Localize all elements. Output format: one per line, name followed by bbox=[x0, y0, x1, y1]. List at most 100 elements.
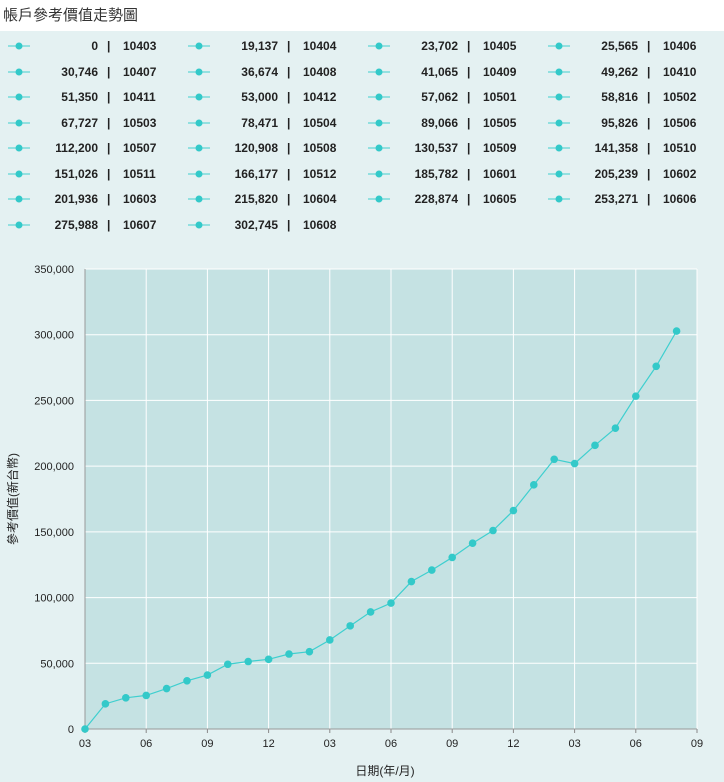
legend-item[interactable]: 166,177 | 10512 bbox=[180, 164, 360, 184]
data-point bbox=[305, 647, 314, 656]
legend-date: 10505 bbox=[483, 115, 517, 130]
legend-date: 10409 bbox=[483, 64, 517, 79]
legend-item[interactable]: 78,471 | 10504 bbox=[180, 113, 360, 133]
legend-separator: | bbox=[107, 115, 111, 130]
legend-item[interactable]: 112,200 | 10507 bbox=[0, 138, 180, 158]
legend-separator: | bbox=[107, 141, 111, 155]
legend-marker-icon bbox=[548, 144, 570, 152]
legend-value: 67,727 bbox=[61, 115, 98, 130]
data-point bbox=[346, 622, 355, 630]
legend-date: 10602 bbox=[663, 166, 697, 181]
legend-separator: | bbox=[287, 39, 291, 53]
legend-date: 10408 bbox=[303, 64, 337, 79]
chart-title: 帳戶參考價值走勢圖 bbox=[3, 7, 139, 24]
legend-value: 130,537 bbox=[414, 141, 458, 155]
legend-item[interactable]: 205,239 | 10602 bbox=[540, 164, 720, 184]
data-point bbox=[448, 553, 457, 562]
legend-item[interactable]: 275,988 | 10607 bbox=[0, 215, 180, 235]
legend-item[interactable]: 215,820 | 10604 bbox=[180, 189, 360, 209]
legend-separator: | bbox=[287, 217, 291, 232]
data-point bbox=[264, 655, 273, 664]
x-tick-label: 03 bbox=[79, 738, 91, 750]
legend-separator: | bbox=[647, 64, 651, 79]
legend-item[interactable]: 25,565 | 10406 bbox=[540, 36, 720, 56]
x-tick-label: 03 bbox=[324, 738, 336, 750]
legend-value: 19,137 bbox=[241, 39, 278, 53]
legend-marker-icon bbox=[368, 93, 390, 101]
legend-item[interactable]: 19,137 | 10404 bbox=[180, 36, 360, 56]
legend-marker-icon bbox=[368, 68, 390, 75]
legend-separator: | bbox=[467, 64, 471, 79]
legend-item[interactable]: 67,727 | 10503 bbox=[0, 113, 180, 133]
data-point bbox=[407, 577, 416, 586]
legend-item[interactable]: 201,936 | 10603 bbox=[0, 189, 180, 209]
legend-marker-icon bbox=[188, 170, 210, 177]
legend-value: 78,471 bbox=[241, 115, 278, 130]
legend-marker-icon bbox=[8, 42, 30, 50]
legend-marker-icon bbox=[548, 170, 570, 177]
legend-item[interactable]: 49,262 | 10410 bbox=[540, 62, 720, 82]
x-tick-label: 12 bbox=[507, 738, 519, 750]
legend-date: 10501 bbox=[483, 90, 517, 104]
legend-item[interactable]: 36,674 | 10408 bbox=[180, 62, 360, 82]
legend-item[interactable]: 0 | 10403 bbox=[0, 36, 180, 56]
legend-value: 30,746 bbox=[61, 64, 98, 79]
legend-item[interactable]: 302,745 | 10608 bbox=[180, 215, 360, 235]
legend-item[interactable]: 41,065 | 10409 bbox=[360, 62, 540, 82]
legend-date: 10506 bbox=[663, 115, 697, 130]
legend-item[interactable]: 89,066 | 10505 bbox=[360, 113, 540, 133]
data-point bbox=[101, 700, 110, 708]
y-tick-label: 100,000 bbox=[34, 593, 74, 605]
data-point bbox=[162, 684, 171, 693]
legend-separator: | bbox=[287, 166, 291, 181]
data-point bbox=[285, 650, 293, 658]
y-axis-title: 參考價值(新台幣) bbox=[5, 453, 20, 545]
legend-item[interactable]: 95,826 | 10506 bbox=[540, 113, 720, 133]
x-tick-label: 06 bbox=[385, 738, 397, 750]
data-point bbox=[489, 526, 497, 535]
legend-value: 120,908 bbox=[234, 141, 278, 155]
legend-item[interactable]: 30,746 | 10407 bbox=[0, 62, 180, 82]
legend-separator: | bbox=[647, 166, 651, 181]
legend-date: 10603 bbox=[123, 192, 157, 206]
legend-value: 95,826 bbox=[601, 115, 638, 130]
chart-panel: 0 | 10403 19,137 | 10404 23,702 | 10405 25,565 | 10… bbox=[0, 31, 724, 782]
legend-separator: | bbox=[467, 39, 471, 53]
legend-separator: | bbox=[107, 64, 111, 79]
legend-item[interactable]: 120,908 | 10508 bbox=[180, 138, 360, 158]
data-point bbox=[203, 671, 212, 679]
data-point bbox=[81, 725, 89, 733]
legend-item[interactable]: 141,358 | 10510 bbox=[540, 138, 720, 158]
legend-item[interactable]: 23,702 | 10405 bbox=[360, 36, 540, 56]
legend-date: 10404 bbox=[303, 39, 337, 53]
legend-value: 51,350 bbox=[61, 90, 98, 104]
legend-item[interactable]: 253,271 | 10606 bbox=[540, 189, 720, 209]
legend-item[interactable]: 58,816 | 10502 bbox=[540, 87, 720, 107]
legend-marker-icon bbox=[548, 42, 570, 50]
legend-marker-icon bbox=[548, 68, 570, 75]
legend-marker-icon bbox=[8, 221, 30, 228]
data-point bbox=[244, 657, 252, 666]
legend-item[interactable]: 51,350 | 10411 bbox=[0, 87, 180, 107]
legend-item[interactable]: 151,026 | 10511 bbox=[0, 164, 180, 184]
legend-separator: | bbox=[107, 90, 111, 104]
data-point bbox=[468, 539, 477, 548]
data-point bbox=[366, 608, 375, 616]
legend-item[interactable]: 185,782 | 10601 bbox=[360, 164, 540, 184]
legend-value: 215,820 bbox=[234, 192, 278, 206]
data-point bbox=[632, 392, 640, 400]
legend-item[interactable]: 228,874 | 10605 bbox=[360, 189, 540, 209]
legend-item[interactable]: 57,062 | 10501 bbox=[360, 87, 540, 107]
data-point bbox=[224, 660, 232, 669]
legend-marker-icon bbox=[188, 221, 210, 228]
legend-separator: | bbox=[467, 192, 471, 206]
data-point bbox=[122, 694, 130, 702]
legend-value: 36,674 bbox=[241, 64, 278, 79]
legend-marker-icon bbox=[368, 119, 390, 126]
data-point bbox=[591, 441, 599, 450]
legend-value: 151,026 bbox=[54, 166, 98, 181]
legend-item[interactable]: 130,537 | 10509 bbox=[360, 138, 540, 158]
legend-item[interactable]: 53,000 | 10412 bbox=[180, 87, 360, 107]
legend-separator: | bbox=[287, 192, 291, 206]
y-tick-label: 350,000 bbox=[34, 264, 74, 276]
